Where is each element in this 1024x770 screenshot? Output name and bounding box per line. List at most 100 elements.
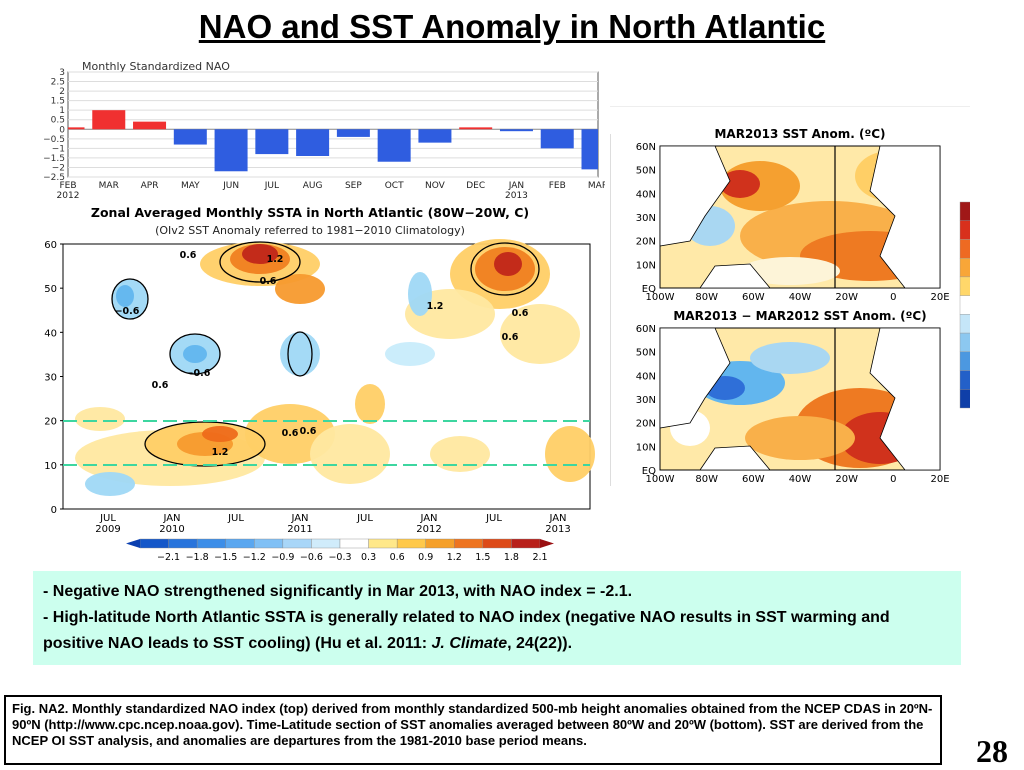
- map-colorbar-swatch: [959, 370, 970, 390]
- north-america-land: [659, 327, 731, 429]
- contour-line: [470, 242, 540, 296]
- anomaly-patch: [385, 342, 435, 366]
- figure-caption: Fig. NA2. Monthly standardized NAO index…: [4, 695, 942, 765]
- colorbar-swatch: [482, 538, 512, 549]
- nao-y-axis: 32.521.510.50−0.5−1−1.5−2−2.5: [43, 68, 65, 183]
- ssta-anomaly-field: [75, 239, 595, 496]
- journal-name: J. Climate: [431, 635, 508, 652]
- contour-line: [287, 331, 313, 377]
- colorbar-label: −0.6: [300, 552, 323, 563]
- ssta-xtick-label: JAN: [162, 513, 180, 524]
- map-lon-label: 20W: [835, 474, 858, 485]
- ssta-xtick-label: JUL: [356, 513, 373, 524]
- bullet-text: High-latitude North Atlantic SSTA is gen…: [43, 609, 890, 652]
- ssta-contour-labels: 1.20.60.6−0.6−0.60.60.61.20.60.61.20.6: [115, 250, 529, 458]
- map-anomaly-patch: [720, 170, 760, 198]
- bullet-2: - High-latitude North Atlantic SSTA is g…: [43, 605, 951, 657]
- nao-xtick-label: JUN: [222, 181, 239, 191]
- ssta-ytick-label: 30: [44, 373, 57, 384]
- map-lat-label: 30N: [636, 213, 656, 224]
- contour-label: 0.6: [180, 250, 197, 261]
- nao-bar: [214, 129, 248, 172]
- anomaly-patch: [275, 274, 325, 304]
- south-america-land: [699, 263, 771, 289]
- ssta-xtick-label: JUL: [485, 513, 502, 524]
- ssta-xtick-label: JAN: [419, 513, 437, 524]
- map-lon-label: 100W: [646, 474, 675, 485]
- summary-bullets: - Negative NAO strengthened significantl…: [33, 571, 961, 665]
- map-lon-label: 100W: [646, 292, 675, 303]
- ssta-section-chart: Zonal Averaged Monthly SSTA in North Atl…: [44, 205, 595, 563]
- ssta-xtick-year: 2009: [95, 524, 120, 535]
- contour-line: [169, 333, 221, 375]
- map-mar2013-minus-mar2012: MAR2013 − MAR2012 SST Anom. (ºC) 60N 50N 40…: [636, 309, 950, 485]
- colorbar-swatch: [396, 538, 426, 549]
- ssta-xtick-year: 2012: [416, 524, 441, 535]
- map-lon-label: 20E: [930, 474, 949, 485]
- nao-ytick-label: 2: [59, 87, 65, 97]
- colorbar-swatch: [425, 538, 455, 549]
- ssta-xtick-year: 2010: [159, 524, 184, 535]
- map-lat-label: EQ: [642, 284, 656, 295]
- anomaly-patch: [355, 384, 385, 424]
- colorbar-label: 0.9: [418, 552, 433, 563]
- ssta-xtick-label: JAN: [290, 513, 308, 524]
- map-mar2013-anom: MAR2013 SST Anom. (ºC) 60N 50N 40N 30N 20N 10N…: [636, 127, 950, 303]
- contour-line: [219, 241, 301, 283]
- page-number: 28: [976, 733, 1008, 769]
- bullet-dash: -: [43, 609, 53, 626]
- colorbar-swatch: [368, 538, 398, 549]
- nao-bar: [133, 121, 167, 130]
- map-colorbar-swatch: [959, 332, 970, 353]
- map-lat-label: 60N: [636, 142, 656, 153]
- ssta-ytick-label: 0: [51, 505, 57, 516]
- ssta-colorbar: −2.1 −1.8 −1.5 −1.2 −0.9 −0.6 −0.3 0.3 0.6 0.9 1.2…: [126, 538, 554, 563]
- anomaly-patch: [280, 332, 320, 376]
- nao-bars: [68, 110, 598, 172]
- anomaly-patch: [408, 272, 432, 316]
- nao-ytick-label: 1: [59, 106, 65, 116]
- map-lat-label: 10N: [636, 442, 656, 453]
- colorbar-swatch: [311, 538, 341, 549]
- nao-bar: [540, 129, 574, 149]
- map-lat-label: 40N: [636, 371, 656, 382]
- anomaly-patch: [242, 244, 278, 264]
- nao-ytick-label: 0: [59, 125, 65, 135]
- anomaly-patch: [545, 426, 595, 482]
- colorbar-arrow-right: [540, 539, 554, 548]
- nao-chart-title: Monthly Standardized NAO: [82, 60, 230, 73]
- nao-bar: [336, 129, 370, 137]
- nao-ytick-label: 3: [59, 68, 65, 78]
- map-colorbar-swatch: [959, 220, 970, 240]
- nao-xtick-label: JAN: [508, 181, 524, 191]
- nao-ytick-label: −0.5: [43, 135, 65, 145]
- anomaly-patch: [183, 345, 207, 363]
- colorbar-label: 1.8: [504, 552, 519, 563]
- colorbar-swatch: [225, 538, 255, 549]
- map-lon-label: 40W: [789, 474, 812, 485]
- map-lon-label: 80W: [695, 292, 718, 303]
- nao-xtick-label: OCT: [385, 181, 404, 191]
- ssta-title: Zonal Averaged Monthly SSTA in North Atl…: [91, 205, 529, 220]
- map-colorbar-swatch: [959, 351, 970, 371]
- contour-label: 0.6: [512, 308, 529, 319]
- map-lon-label: 20E: [930, 292, 949, 303]
- bullet-1: - Negative NAO strengthened significantl…: [43, 579, 951, 605]
- nao-xtick-label: NOV: [425, 181, 446, 191]
- colorbar-swatch: [139, 538, 169, 549]
- ssta-xtick-label: JUL: [99, 513, 116, 524]
- ssta-y-axis: 0 10 20 30 40 50 60: [44, 240, 63, 516]
- colorbar-label: 0.3: [361, 552, 376, 563]
- anomaly-patch: [500, 304, 580, 364]
- map-colorbar-swatch: [959, 276, 970, 296]
- nao-xtick-year: 2013: [505, 191, 528, 201]
- nao-xtick-label: FEB: [59, 181, 76, 191]
- nao-bar: [296, 129, 330, 156]
- nao-ytick-label: 2.5: [51, 78, 65, 88]
- colorbar-label: 1.5: [475, 552, 490, 563]
- nao-bar: [418, 129, 452, 143]
- colorbar-label: −1.8: [186, 552, 209, 563]
- nao-ytick-label: −1: [52, 144, 65, 154]
